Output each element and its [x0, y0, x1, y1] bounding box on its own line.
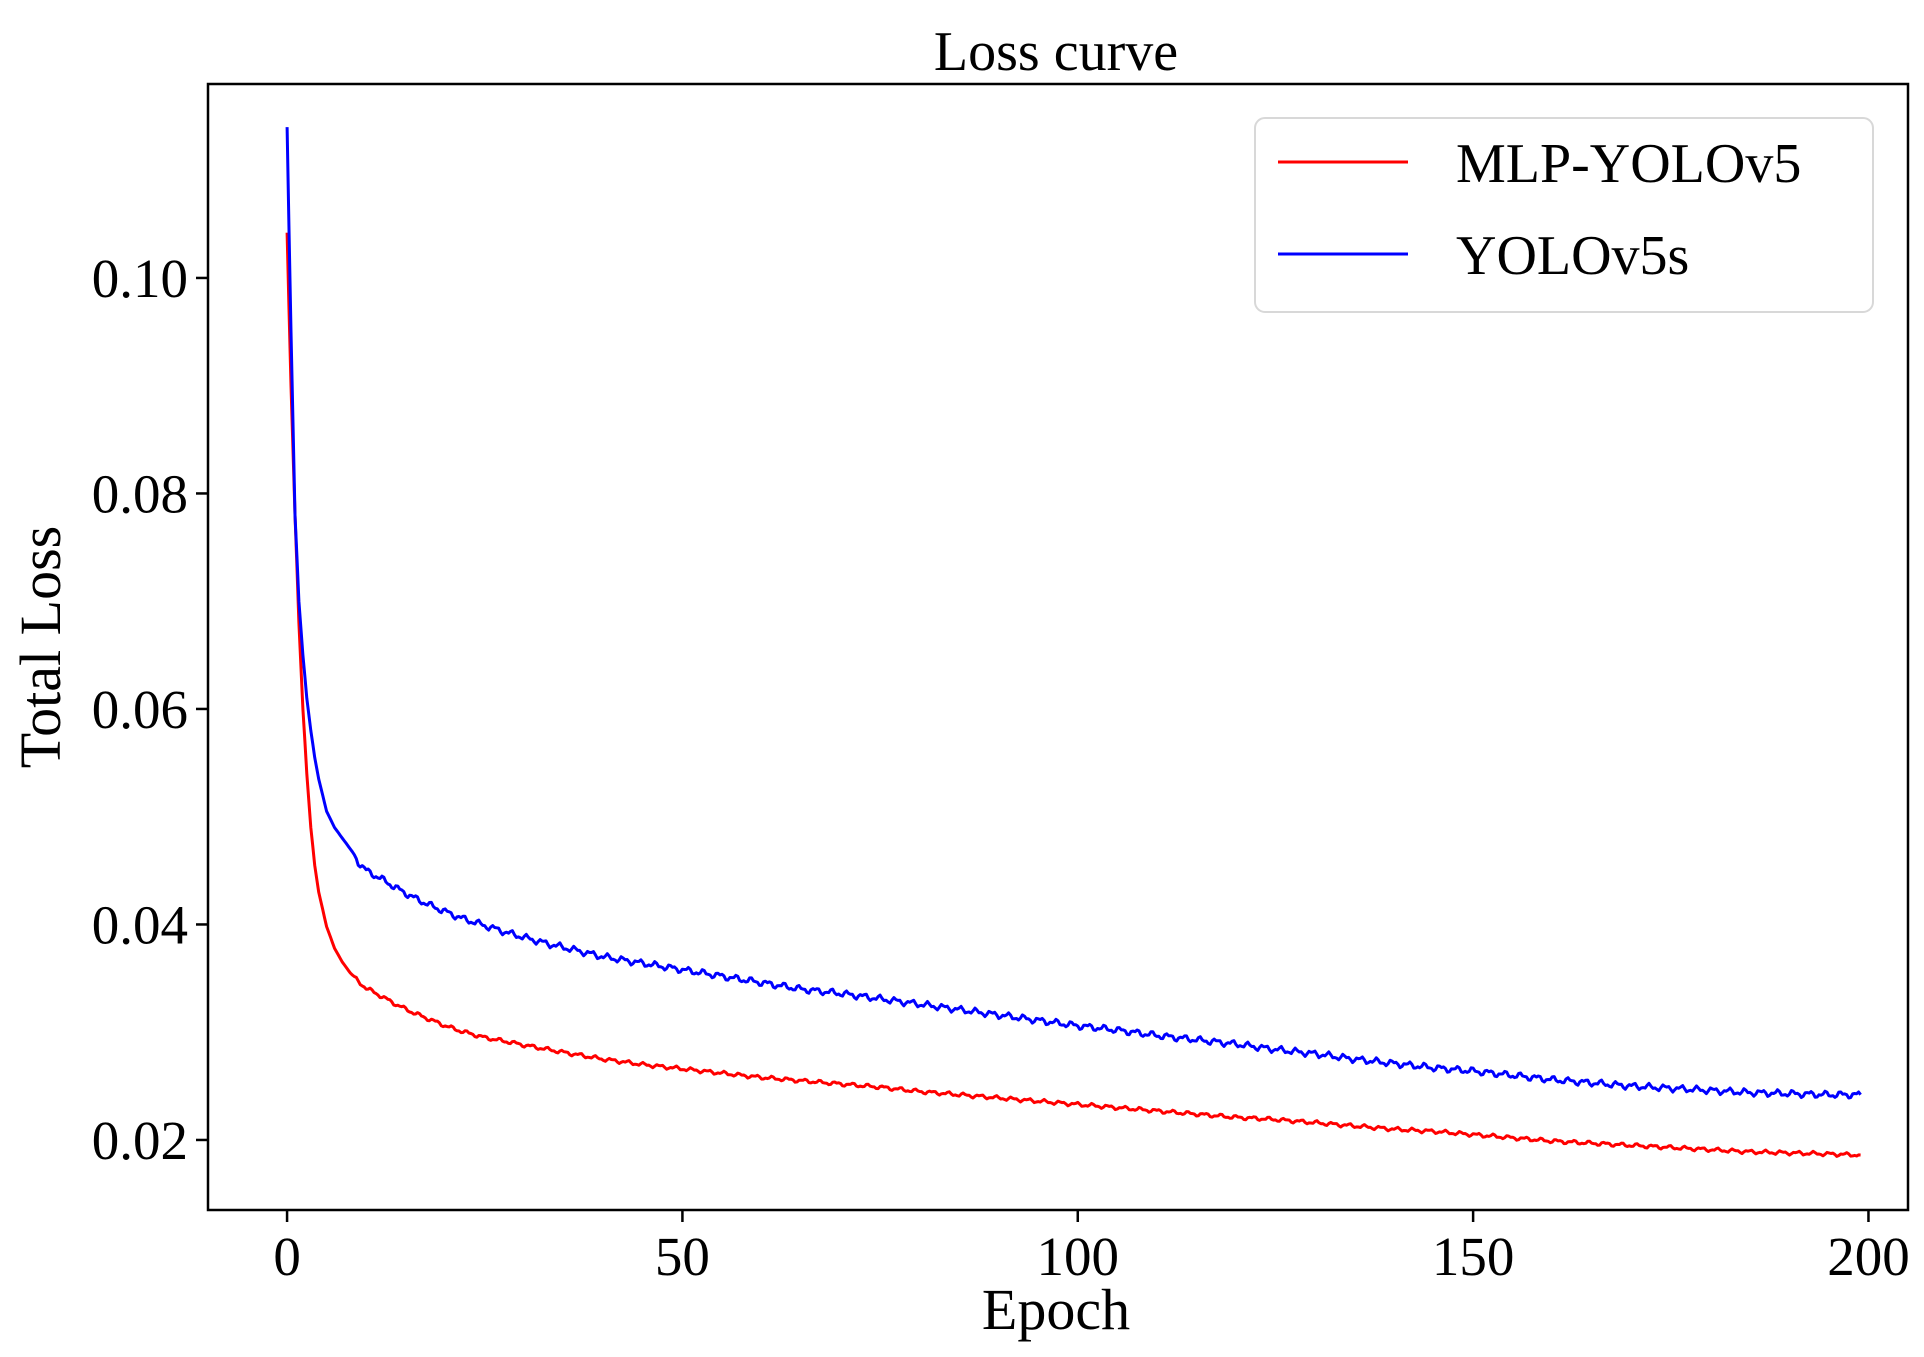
x-tick-label: 50	[655, 1226, 710, 1287]
legend-frame	[1254, 117, 1874, 313]
y-tick-label: 0.08	[92, 463, 188, 524]
y-axis-label: Total Loss	[8, 526, 73, 768]
legend-label-yolov5s: YOLOv5s	[1456, 225, 1689, 287]
plot-frame	[206, 82, 1910, 1212]
legend: MLP-YOLOv5 YOLOv5s	[1254, 117, 1874, 313]
x-tick-label: 150	[1432, 1226, 1515, 1287]
y-tick-label: 0.04	[92, 894, 188, 955]
legend-label-mlp-yolov5: MLP-YOLOv5	[1456, 133, 1801, 195]
y-axis-ticks: 0.02 0.04 0.06 0.08 0.10	[92, 248, 208, 1171]
x-tick-label: 100	[1037, 1226, 1120, 1287]
y-tick-label: 0.06	[92, 679, 188, 740]
x-axis-ticks: 0 50 100 150 200	[273, 1210, 1910, 1287]
series-line-mlp-yolov5	[285, 232, 1861, 1158]
x-tick-label: 0	[273, 1226, 301, 1287]
x-tick-label: 200	[1827, 1226, 1910, 1287]
series-layer	[285, 127, 1862, 1158]
y-tick-label: 0.10	[92, 248, 188, 309]
x-axis-label: Epoch	[982, 1277, 1130, 1342]
series-line-yolov5s	[285, 127, 1862, 1100]
y-tick-label: 0.02	[92, 1110, 188, 1171]
chart-title: Loss curve	[934, 21, 1178, 83]
